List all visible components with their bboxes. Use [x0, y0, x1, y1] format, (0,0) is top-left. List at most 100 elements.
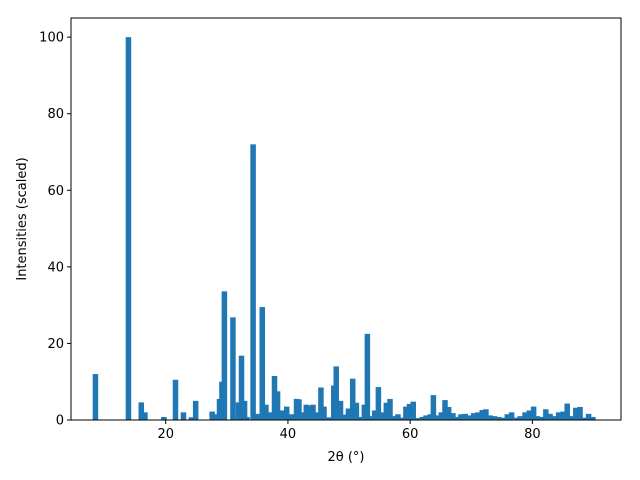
- y-tick-label: 80: [47, 107, 64, 122]
- y-axis-ticks: 0 20 40 60 80 100: [39, 31, 71, 429]
- bar: [161, 416, 167, 420]
- bar: [390, 416, 397, 420]
- bar: [434, 415, 441, 420]
- x-tick-label: 60: [402, 427, 419, 442]
- bar: [577, 406, 583, 420]
- bar: [192, 400, 199, 420]
- bar: [419, 416, 426, 420]
- bar: [357, 416, 363, 420]
- bar: [325, 417, 332, 420]
- bar: [551, 416, 558, 420]
- bar: [491, 416, 498, 420]
- bar: [271, 375, 278, 420]
- bar: [283, 406, 290, 420]
- y-tick-label: 0: [56, 414, 64, 429]
- bar: [564, 403, 570, 420]
- bar: [364, 333, 371, 420]
- bar: [318, 387, 324, 420]
- bar: [221, 291, 228, 420]
- bar: [250, 144, 256, 420]
- bar: [513, 417, 519, 420]
- y-tick-label: 100: [39, 31, 64, 46]
- bar: [410, 401, 416, 420]
- bar: [337, 400, 344, 420]
- bar: [547, 413, 553, 420]
- bar: [333, 366, 339, 420]
- bar: [303, 404, 310, 420]
- bar: [500, 417, 506, 420]
- bar: [345, 408, 352, 420]
- bar: [585, 413, 592, 420]
- bar: [267, 412, 273, 420]
- bar: [375, 387, 382, 420]
- bar: [445, 406, 452, 420]
- bar: [279, 410, 286, 420]
- bar: [142, 412, 148, 420]
- bar: [414, 418, 421, 420]
- bar: [188, 417, 195, 420]
- bar: [475, 412, 481, 420]
- bar: [423, 415, 429, 420]
- bar: [526, 410, 533, 420]
- bar: [353, 402, 360, 420]
- bar-series: [92, 37, 596, 420]
- bar: [368, 416, 374, 420]
- bar: [438, 412, 445, 420]
- y-tick-label: 40: [47, 260, 64, 275]
- bar: [555, 412, 562, 420]
- bar: [361, 404, 368, 420]
- bar: [349, 378, 356, 420]
- bar: [453, 416, 460, 420]
- bar: [379, 412, 385, 420]
- bar: [125, 37, 132, 420]
- bar: [398, 417, 405, 420]
- bar: [274, 391, 281, 420]
- y-axis-label: Intensities (scaled): [15, 157, 30, 280]
- bar: [371, 410, 378, 420]
- bar: [573, 407, 579, 420]
- bar: [534, 416, 541, 420]
- bar: [450, 413, 456, 420]
- bar: [138, 402, 145, 420]
- bar: [487, 415, 493, 420]
- bar: [442, 400, 448, 420]
- bar: [406, 403, 413, 420]
- bar: [263, 404, 269, 420]
- bar: [296, 399, 302, 420]
- bar: [238, 355, 245, 420]
- bar: [310, 404, 316, 420]
- bar: [466, 415, 473, 420]
- bar: [244, 416, 250, 420]
- bar: [427, 414, 434, 420]
- x-tick-label: 40: [280, 427, 297, 442]
- bar: [241, 400, 248, 420]
- x-tick-label: 80: [524, 427, 541, 442]
- bar: [590, 416, 596, 420]
- bar: [299, 412, 306, 420]
- bar: [538, 416, 545, 420]
- bar: [403, 406, 409, 420]
- bar: [387, 398, 393, 420]
- bar: [581, 417, 588, 420]
- y-tick-label: 60: [47, 184, 64, 199]
- bar: [92, 374, 99, 420]
- bar: [307, 405, 313, 420]
- bar: [560, 411, 566, 420]
- plot-frame: [70, 17, 622, 421]
- bar: [496, 416, 502, 420]
- bar: [504, 414, 511, 420]
- x-axis-label: 2θ (°): [327, 450, 364, 465]
- x-tick-label: 20: [157, 427, 174, 442]
- bar: [180, 412, 187, 420]
- bar: [430, 395, 437, 420]
- bar: [212, 414, 218, 420]
- bar: [209, 411, 215, 420]
- bar: [543, 409, 549, 420]
- bar: [259, 307, 266, 420]
- bar: [342, 414, 348, 420]
- bar: [230, 317, 236, 420]
- bar: [314, 412, 321, 420]
- bar: [235, 402, 242, 420]
- bar: [479, 410, 486, 420]
